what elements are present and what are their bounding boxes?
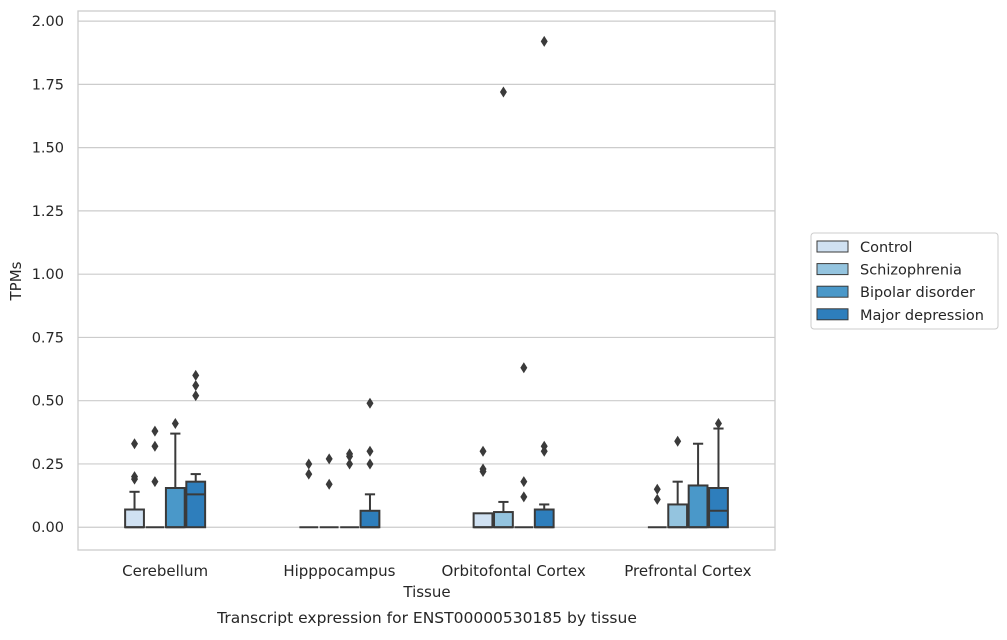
box-body (185, 480, 207, 529)
box-bipolar-disorder (164, 417, 186, 529)
box-body (687, 484, 709, 529)
box-body (533, 508, 555, 529)
legend-label: Schizophrenia (860, 263, 962, 279)
y-tick-label: 1.75 (32, 77, 64, 93)
box-schizophrenia (667, 435, 689, 529)
y-tick-label: 0.00 (32, 520, 64, 536)
outlier-point (325, 478, 333, 490)
y-tick-label: 0.50 (32, 394, 64, 410)
y-tick-label: 1.00 (32, 267, 64, 283)
boxes (124, 35, 729, 529)
y-axis-ticks: 0.00 0.25 0.50 0.75 1.00 1.25 1.50 1.75 2.00 (32, 14, 64, 536)
outlier-point (520, 491, 528, 503)
legend-label: Control (860, 240, 912, 256)
outlier-point (131, 471, 139, 483)
legend-frame (810, 232, 999, 330)
y-tick-label: 0.25 (32, 457, 64, 473)
outlier-point (479, 445, 487, 457)
y-tick-label: 1.50 (32, 141, 64, 157)
x-tick-label: Orbitofontal Cortex (442, 562, 586, 580)
box-body (164, 487, 186, 529)
outlier-point (171, 417, 179, 429)
y-tick-label: 0.75 (32, 330, 64, 346)
outlier-point (131, 438, 139, 450)
box-bipolar-disorder (514, 362, 534, 529)
legend-swatch (816, 240, 849, 253)
outlier-point (151, 476, 159, 488)
outlier-point (366, 445, 374, 457)
legend-swatch (816, 285, 849, 298)
box-major-depression (533, 35, 555, 529)
outlier-point (499, 86, 507, 98)
legend: Control Schizophrenia Bipolar disorder Majo… (810, 232, 999, 330)
box-body (493, 511, 514, 529)
outlier-point (520, 362, 528, 374)
outlier-point (346, 458, 354, 470)
plot-frame (77, 10, 776, 551)
outlier-point (192, 369, 200, 381)
outlier-point (305, 458, 313, 470)
x-tick-label: Prefrontal Cortex (624, 562, 751, 580)
outlier-point (653, 493, 661, 505)
box-body (359, 509, 381, 529)
legend-label: Major depression (860, 308, 984, 324)
x-tick-label: Hipppocampus (283, 562, 395, 580)
box-body (472, 512, 494, 529)
outlier-point (305, 468, 313, 480)
box-control (647, 483, 667, 529)
box-control (299, 458, 319, 529)
x-axis-ticks: Cerebellum Hipppocampus Orbitofontal Corte… (122, 562, 751, 580)
outlier-point (714, 417, 722, 429)
outlier-point (366, 458, 374, 470)
box-body (667, 503, 689, 529)
box-bipolar-disorder (340, 448, 359, 529)
outlier-point (479, 463, 487, 475)
y-axis-label: TPMs (7, 261, 25, 301)
box-schizophrenia (493, 86, 514, 529)
outlier-point (540, 35, 548, 47)
box-body (708, 487, 729, 529)
box-major-depression (708, 417, 729, 529)
x-axis-label: Tissue (402, 583, 450, 601)
outlier-point (325, 453, 333, 465)
outlier-point (346, 448, 354, 460)
box-bipolar-disorder (687, 442, 709, 529)
box-control (472, 445, 494, 529)
outlier-point (674, 435, 682, 447)
outlier-point (192, 380, 200, 392)
box-schizophrenia (319, 453, 339, 529)
legend-swatch (816, 308, 849, 321)
outlier-point (520, 476, 528, 488)
legend-swatch (816, 263, 849, 276)
y-tick-label: 1.25 (32, 204, 64, 220)
outlier-point (192, 390, 200, 402)
box-control (124, 438, 145, 529)
outlier-point (151, 425, 159, 437)
box-major-depression (359, 397, 381, 529)
legend-label: Bipolar disorder (860, 285, 975, 301)
box-schizophrenia (145, 425, 165, 529)
x-tick-label: Cerebellum (122, 562, 208, 580)
y-tick-label: 2.00 (32, 14, 64, 30)
outlier-point (151, 440, 159, 452)
gridlines (78, 20, 775, 528)
box-body (124, 508, 145, 529)
outlier-point (366, 397, 374, 409)
chart-caption: Transcript expression for ENST0000053018… (216, 609, 637, 627)
box-major-depression (185, 369, 207, 529)
outlier-point (653, 483, 661, 495)
outlier-point (540, 440, 548, 452)
